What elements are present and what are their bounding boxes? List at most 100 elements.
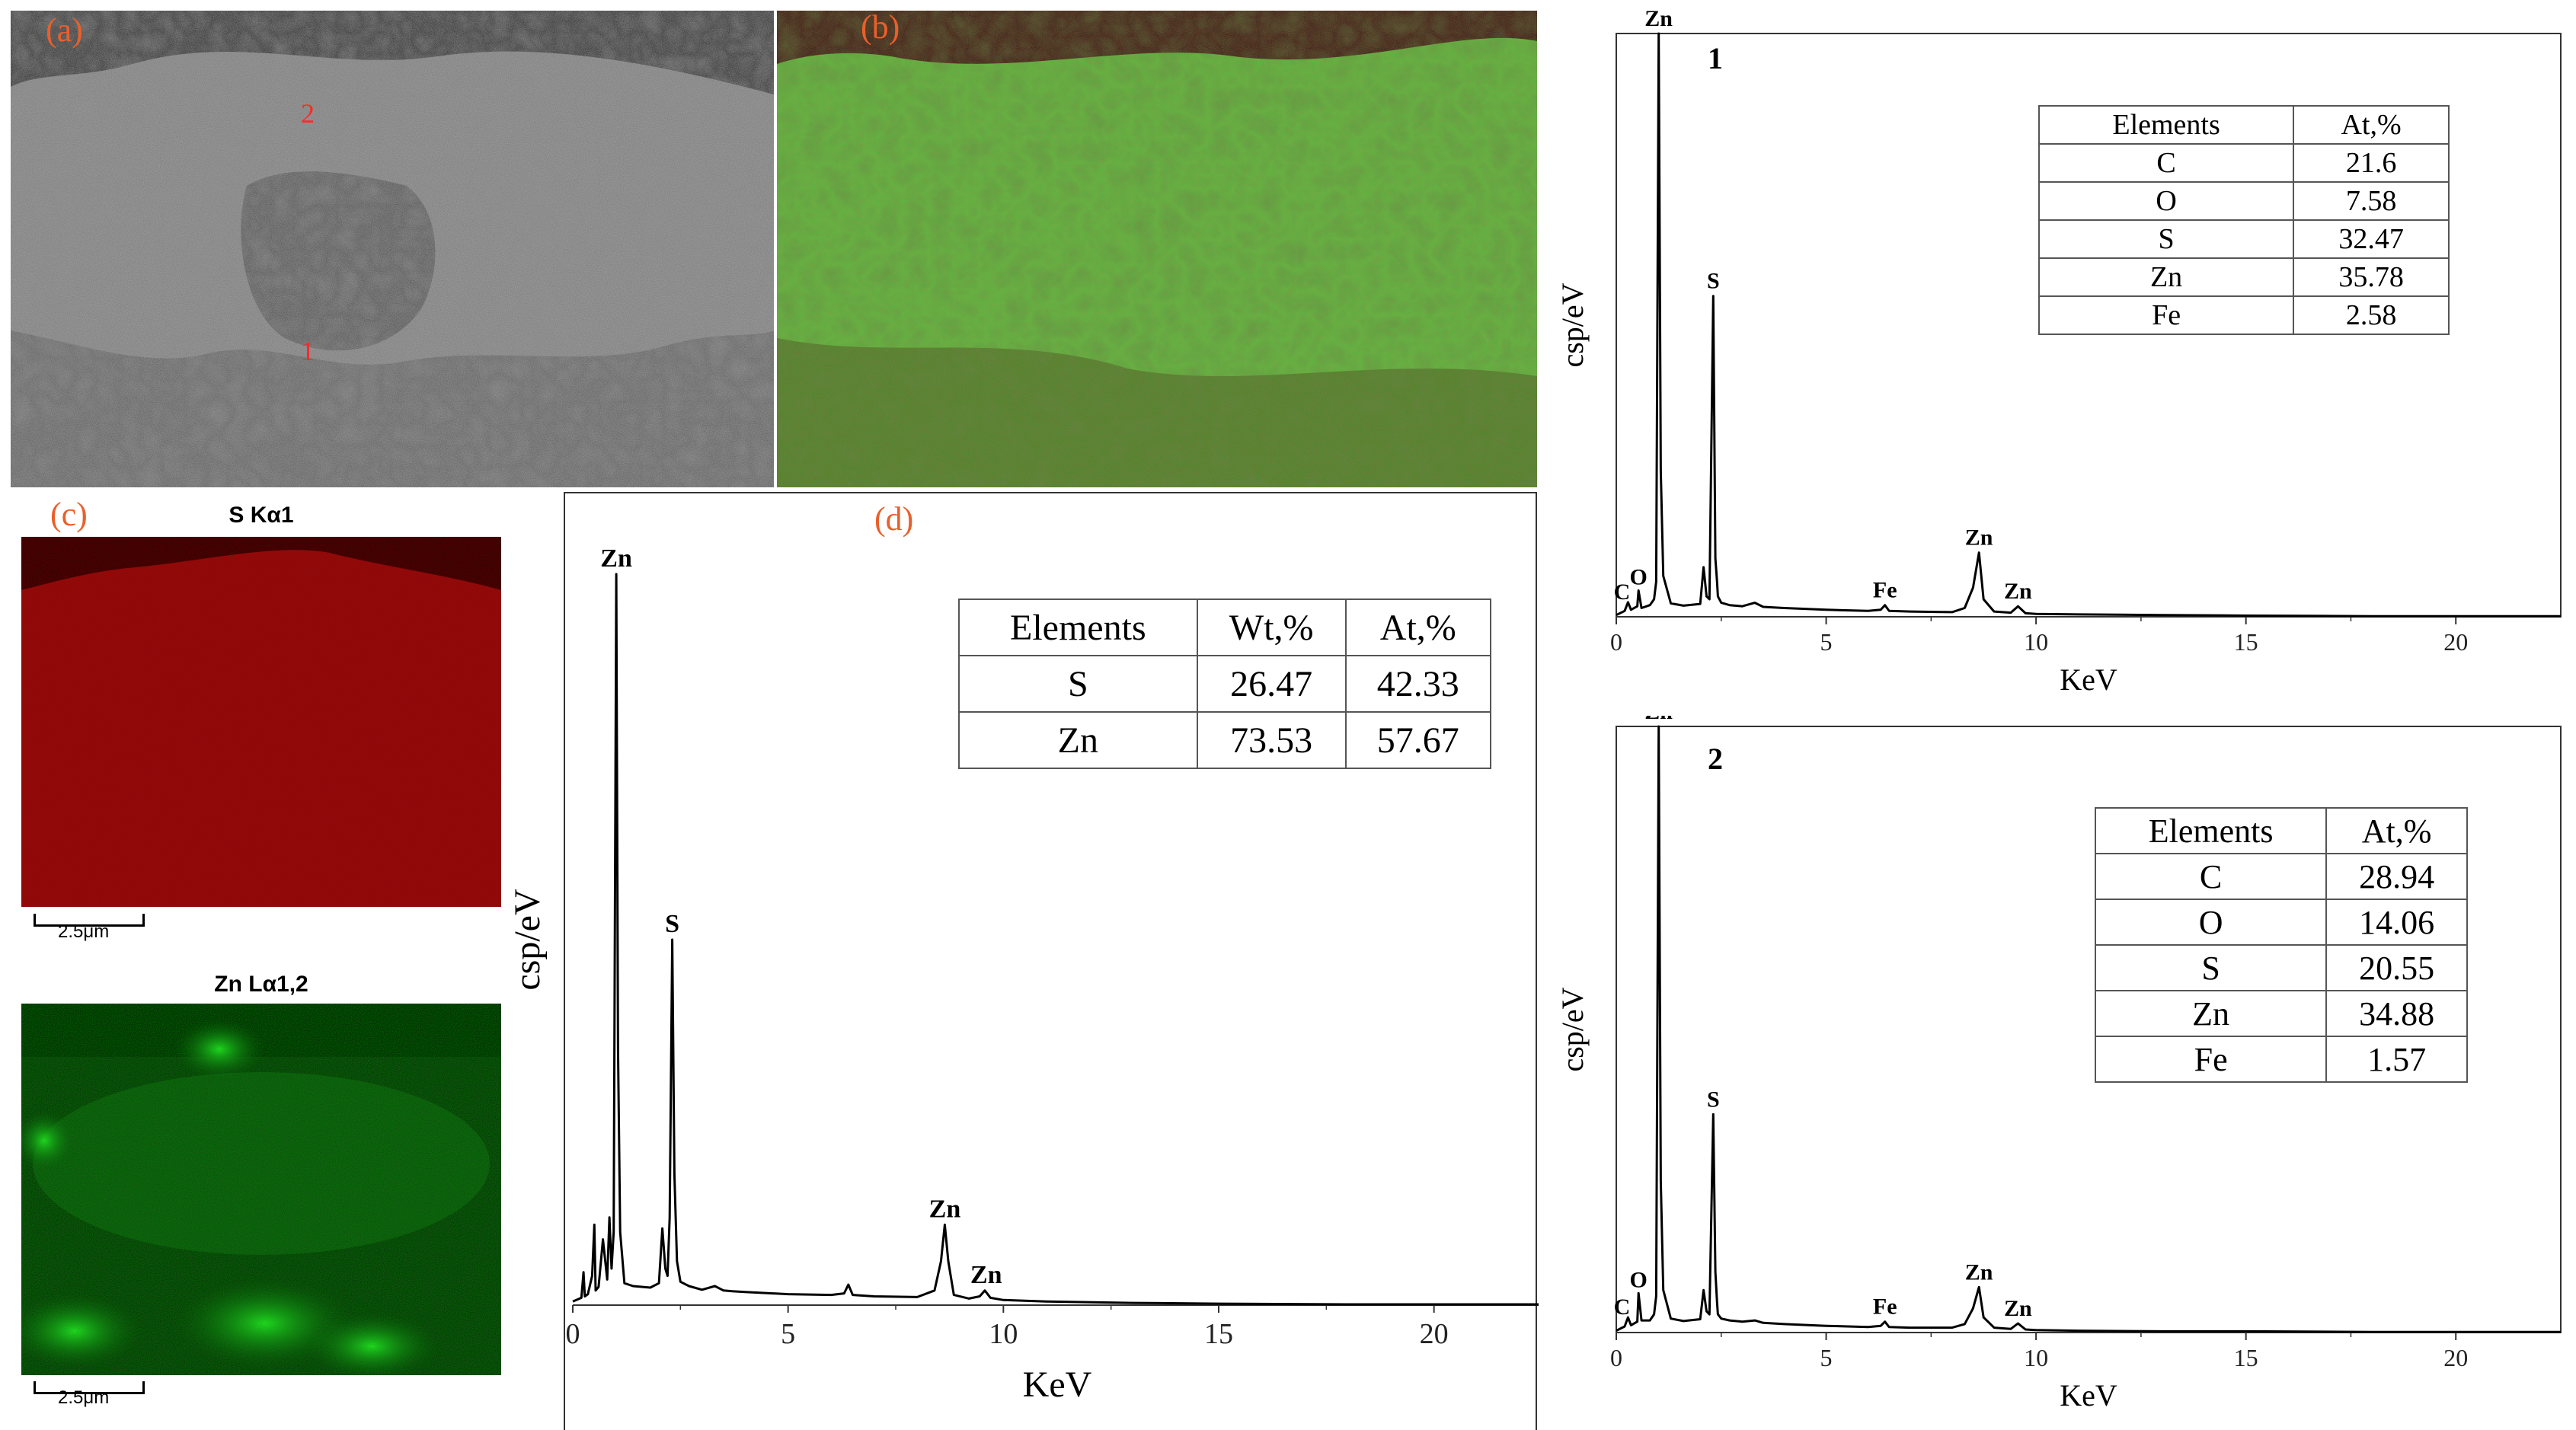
table-header-cell: At,% (2293, 105, 2450, 145)
table-cell: Zn (2037, 257, 2295, 297)
table-cell: O (2094, 899, 2328, 946)
peak-label: O (1630, 565, 1648, 590)
x-tick-label: 0 (566, 1318, 580, 1350)
table-header-cell: Elements (2094, 807, 2328, 854)
peak-label: Fe (1873, 578, 1897, 603)
table-cell: 42.33 (1344, 655, 1492, 713)
table-row: C 21.6 (2037, 143, 2450, 183)
composition-table-point-1: Elements At,% C 21.6 O 7.58 S 32.47 Zn 35.78 Fe 2.5… (2037, 105, 2450, 335)
panel-d-frame (564, 492, 1537, 1430)
x-tick-label: 10 (989, 1318, 1018, 1350)
point-marker-1: 1 (301, 336, 315, 366)
table-header-cell: Elements (2037, 105, 2295, 145)
table-cell: O (2037, 181, 2295, 221)
peak-label: O (1630, 1267, 1648, 1292)
overlay-map (777, 11, 1537, 487)
map-title-s: S Kα1 (229, 503, 294, 528)
sem-image (11, 11, 774, 487)
scale-label-s: 2.5μm (58, 921, 110, 942)
peak-label: Zn (929, 1195, 961, 1223)
spectrum-line (1616, 725, 2561, 1333)
table-cell: Fe (2037, 295, 2295, 335)
table-header-row: Elements At,% (2094, 807, 2468, 854)
table-cell: 35.78 (2293, 257, 2450, 297)
peak-label: C (1614, 579, 1631, 605)
x-tick-label: 15 (2234, 628, 2258, 656)
table-cell: 7.58 (2293, 181, 2450, 221)
x-axis-label: KeV (2060, 1378, 2117, 1412)
table-header-cell: Elements (958, 598, 1198, 656)
zn-map-graphic (21, 1004, 501, 1375)
table-cell: 2.58 (2293, 295, 2450, 335)
table-row: S 20.55 (2094, 944, 2468, 991)
peak-label: Zn (1965, 525, 1993, 551)
table-row: Zn 34.88 (2094, 990, 2468, 1037)
map-title-zn: Zn Lα1,2 (214, 972, 308, 997)
composition-table-point-2: Elements At,% C 28.94 O 14.06 S 20.55 Zn 34.88 Fe 1… (2094, 807, 2468, 1083)
sem-image-graphic (11, 11, 774, 487)
table-row: Zn 35.78 (2037, 257, 2450, 297)
table-row: O 14.06 (2094, 899, 2468, 946)
plot-frame (1616, 33, 2562, 618)
plot-frame (1616, 726, 2562, 1333)
peak-label: Fe (1873, 1294, 1897, 1320)
spectrum-line (572, 573, 1539, 1306)
table-cell: 1.57 (2325, 1036, 2468, 1083)
x-tick-label: 0 (1610, 628, 1622, 656)
chart-title: 2 (1708, 742, 1723, 776)
table-cell: Zn (958, 711, 1198, 769)
table-cell: 57.67 (1344, 711, 1492, 769)
x-tick-label: 0 (1610, 1344, 1622, 1371)
table-row: Zn 73.53 57.67 (958, 711, 1492, 769)
panel-label-d: (d) (874, 500, 914, 538)
spectrum-line (1616, 32, 2561, 618)
table-header-row: Elements Wt,% At,% (958, 598, 1492, 656)
table-header-row: Elements At,% (2037, 105, 2450, 145)
x-tick-label: 20 (2443, 628, 2468, 656)
table-cell: C (2094, 853, 2328, 900)
panel-label-a: (a) (46, 11, 83, 49)
table-cell: C (2037, 143, 2295, 183)
overlay-map-graphic (777, 11, 1537, 487)
peak-label: C (1614, 1294, 1631, 1320)
table-cell: 26.47 (1196, 655, 1347, 713)
x-tick-label: 10 (2024, 1344, 2048, 1371)
y-axis-label: csp/eV (1555, 987, 1590, 1071)
x-tick-label: 20 (2443, 1344, 2468, 1371)
peak-label: Zn (2004, 1296, 2032, 1321)
table-cell: Zn (2094, 990, 2328, 1037)
table-cell: S (2094, 944, 2328, 991)
panel-label-b: (b) (861, 8, 900, 46)
table-cell: 14.06 (2325, 899, 2468, 946)
table-row: Fe 1.57 (2094, 1036, 2468, 1083)
table-cell: 28.94 (2325, 853, 2468, 900)
table-row: C 28.94 (2094, 853, 2468, 900)
x-axis-label: KeV (2060, 662, 2117, 697)
peak-label: Zn (970, 1261, 1002, 1289)
table-cell: S (2037, 219, 2295, 259)
table-header-cell: At,% (1344, 598, 1492, 656)
table-cell: Fe (2094, 1036, 2328, 1083)
peak-label: Zn (1644, 716, 1673, 724)
table-cell: 32.47 (2293, 219, 2450, 259)
peak-label: S (1707, 269, 1720, 294)
table-row: S 26.47 42.33 (958, 655, 1492, 713)
y-axis-label: csp/eV (507, 889, 548, 991)
scale-label-zn: 2.5μm (58, 1387, 110, 1408)
x-tick-label: 10 (2024, 628, 2048, 656)
peak-label: Zn (1965, 1259, 1993, 1285)
x-tick-label: 5 (781, 1318, 795, 1350)
x-axis-label: KeV (1023, 1365, 1092, 1405)
table-cell: S (958, 655, 1198, 713)
x-tick-label: 5 (1820, 1344, 1833, 1371)
x-tick-label: 5 (1820, 628, 1833, 656)
x-tick-label: 15 (1204, 1318, 1233, 1350)
table-row: S 32.47 (2037, 219, 2450, 259)
x-tick-label: 20 (1420, 1318, 1449, 1350)
s-element-map (21, 537, 501, 907)
panel-label-c: (c) (50, 496, 88, 533)
y-axis-label: csp/eV (1555, 282, 1590, 367)
table-cell: 20.55 (2325, 944, 2468, 991)
